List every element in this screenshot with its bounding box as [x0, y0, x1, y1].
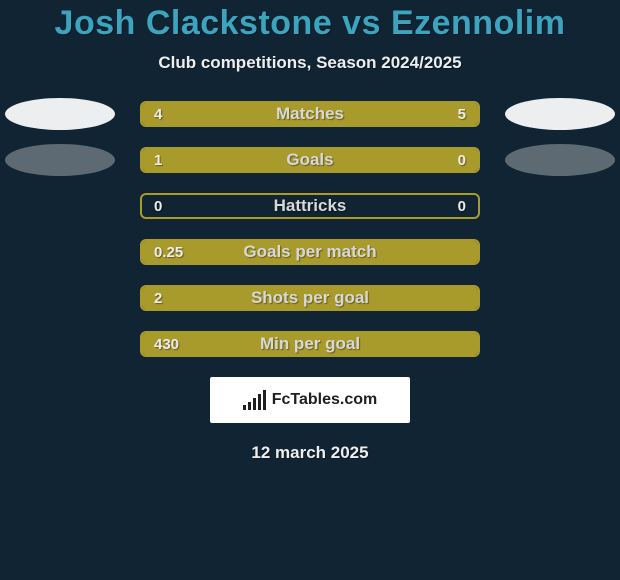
- stat-row: Min per goal430: [0, 331, 620, 357]
- comparison-card: Josh Clackstone vs Ezennolim Club compet…: [0, 0, 620, 580]
- stat-bar: Goals10: [140, 147, 480, 173]
- stat-row: Shots per goal2: [0, 285, 620, 311]
- stat-row: Goals per match0.25: [0, 239, 620, 265]
- stat-bar: Goals per match0.25: [140, 239, 480, 265]
- bar-fill-left: [142, 241, 478, 263]
- stat-bar: Shots per goal2: [140, 285, 480, 311]
- stat-bar: Hattricks0 0: [140, 193, 480, 219]
- left-ellipse: [5, 144, 115, 176]
- stat-bar: Min per goal430: [140, 331, 480, 357]
- date-label: 12 march 2025: [0, 443, 620, 463]
- bar-fill-left: [142, 333, 478, 355]
- stat-label: Hattricks: [142, 195, 478, 217]
- right-ellipse: [505, 98, 615, 130]
- right-ellipse: [505, 144, 615, 176]
- page-subtitle: Club competitions, Season 2024/2025: [0, 53, 620, 73]
- stat-row: Goals10: [0, 147, 620, 173]
- stat-value-right: 0: [458, 195, 466, 217]
- logo-text: FcTables.com: [272, 391, 378, 409]
- bar-fill-left: [142, 149, 401, 171]
- stat-rows: Matches45 Goals10 Hattricks0 0 Goals per mat…: [0, 101, 620, 357]
- stat-row: Matches45: [0, 101, 620, 127]
- bar-chart-icon: [243, 390, 266, 410]
- bar-fill-right: [401, 149, 478, 171]
- stat-row: Hattricks0 0: [0, 193, 620, 219]
- bar-fill-right: [290, 103, 478, 125]
- stat-bar: Matches45: [140, 101, 480, 127]
- bar-fill-left: [142, 103, 290, 125]
- logo-box: FcTables.com: [210, 377, 410, 423]
- left-ellipse: [5, 98, 115, 130]
- page-title: Josh Clackstone vs Ezennolim: [0, 4, 620, 43]
- stat-value-left: 0: [154, 195, 162, 217]
- bar-fill-left: [142, 287, 478, 309]
